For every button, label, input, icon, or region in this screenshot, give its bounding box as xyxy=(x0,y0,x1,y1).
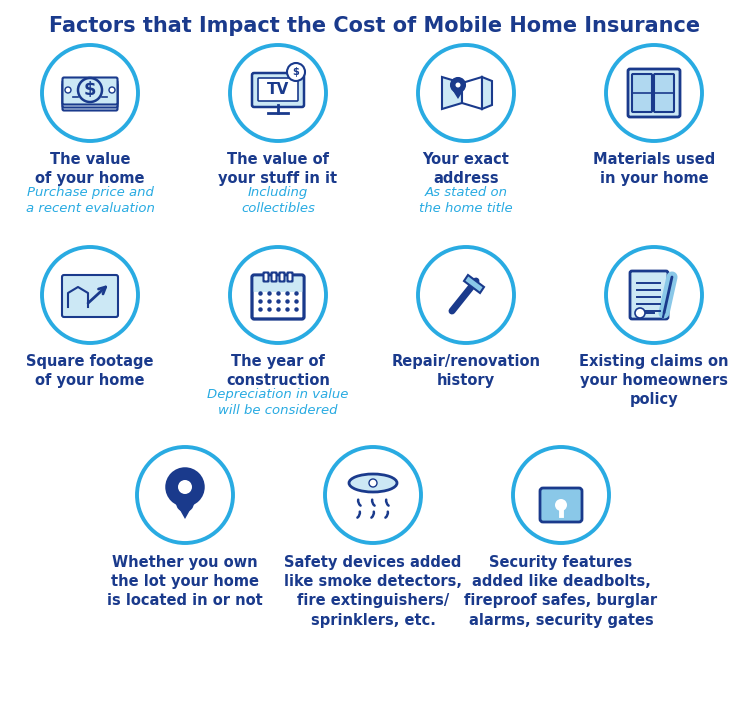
Polygon shape xyxy=(453,91,463,99)
FancyBboxPatch shape xyxy=(288,273,292,281)
Circle shape xyxy=(109,87,115,93)
Circle shape xyxy=(369,479,377,487)
FancyBboxPatch shape xyxy=(62,275,118,317)
Circle shape xyxy=(78,78,102,102)
Polygon shape xyxy=(462,77,482,109)
Circle shape xyxy=(555,499,567,511)
Text: Depreciation in value
will be considered: Depreciation in value will be considered xyxy=(207,387,348,417)
Text: Including
collectibles: Including collectibles xyxy=(241,186,315,215)
Text: The value of
your stuff in it: The value of your stuff in it xyxy=(219,152,337,187)
Circle shape xyxy=(513,447,609,543)
FancyBboxPatch shape xyxy=(632,74,652,112)
FancyBboxPatch shape xyxy=(264,273,269,281)
Circle shape xyxy=(65,87,71,93)
Circle shape xyxy=(287,63,305,81)
Text: Purchase price and
a recent evaluation: Purchase price and a recent evaluation xyxy=(26,186,155,215)
FancyBboxPatch shape xyxy=(630,271,668,319)
Circle shape xyxy=(42,247,138,343)
Circle shape xyxy=(167,469,203,505)
Circle shape xyxy=(456,83,460,88)
Polygon shape xyxy=(482,77,492,109)
Text: Existing claims on
your homeowners
policy: Existing claims on your homeowners polic… xyxy=(579,354,728,407)
FancyBboxPatch shape xyxy=(272,273,276,281)
FancyBboxPatch shape xyxy=(628,69,680,117)
Text: Materials used
in your home: Materials used in your home xyxy=(593,152,715,187)
Circle shape xyxy=(635,308,645,318)
Text: Repair/renovation
history: Repair/renovation history xyxy=(391,354,541,388)
Text: Safety devices added
like smoke detectors,
fire extinguishers/
sprinklers, etc.: Safety devices added like smoke detector… xyxy=(284,555,462,627)
FancyBboxPatch shape xyxy=(62,78,117,105)
FancyBboxPatch shape xyxy=(253,276,303,292)
Text: The value
of your home: The value of your home xyxy=(35,152,145,187)
FancyBboxPatch shape xyxy=(654,74,674,112)
Polygon shape xyxy=(176,503,194,519)
FancyBboxPatch shape xyxy=(279,273,285,281)
Text: Factors that Impact the Cost of Mobile Home Insurance: Factors that Impact the Cost of Mobile H… xyxy=(50,16,701,36)
Circle shape xyxy=(418,247,514,343)
Text: $: $ xyxy=(293,67,300,77)
Polygon shape xyxy=(464,275,484,293)
Circle shape xyxy=(42,45,138,141)
FancyBboxPatch shape xyxy=(258,78,298,101)
FancyBboxPatch shape xyxy=(62,83,117,110)
Circle shape xyxy=(176,494,194,512)
Text: Security features
added like deadbolts,
fireproof safes, burglar
alarms, securit: Security features added like deadbolts, … xyxy=(464,555,658,627)
Circle shape xyxy=(178,480,192,494)
Ellipse shape xyxy=(349,474,397,492)
Text: Square footage
of your home: Square footage of your home xyxy=(26,354,154,388)
Text: Your exact
address: Your exact address xyxy=(423,152,509,187)
Text: The year of
construction: The year of construction xyxy=(226,354,330,388)
Circle shape xyxy=(137,447,233,543)
Circle shape xyxy=(418,45,514,141)
Circle shape xyxy=(606,247,702,343)
FancyBboxPatch shape xyxy=(62,80,117,108)
Circle shape xyxy=(325,447,421,543)
Circle shape xyxy=(606,45,702,141)
Text: As stated on
the home title: As stated on the home title xyxy=(419,186,513,215)
FancyBboxPatch shape xyxy=(540,488,582,522)
Circle shape xyxy=(451,78,465,92)
Circle shape xyxy=(230,247,326,343)
FancyBboxPatch shape xyxy=(252,275,304,319)
Circle shape xyxy=(230,45,326,141)
Text: Whether you own
the lot your home
is located in or not: Whether you own the lot your home is loc… xyxy=(107,555,263,608)
Text: $: $ xyxy=(84,81,96,99)
FancyBboxPatch shape xyxy=(252,73,304,107)
Text: TV: TV xyxy=(267,81,289,97)
Polygon shape xyxy=(442,77,462,109)
